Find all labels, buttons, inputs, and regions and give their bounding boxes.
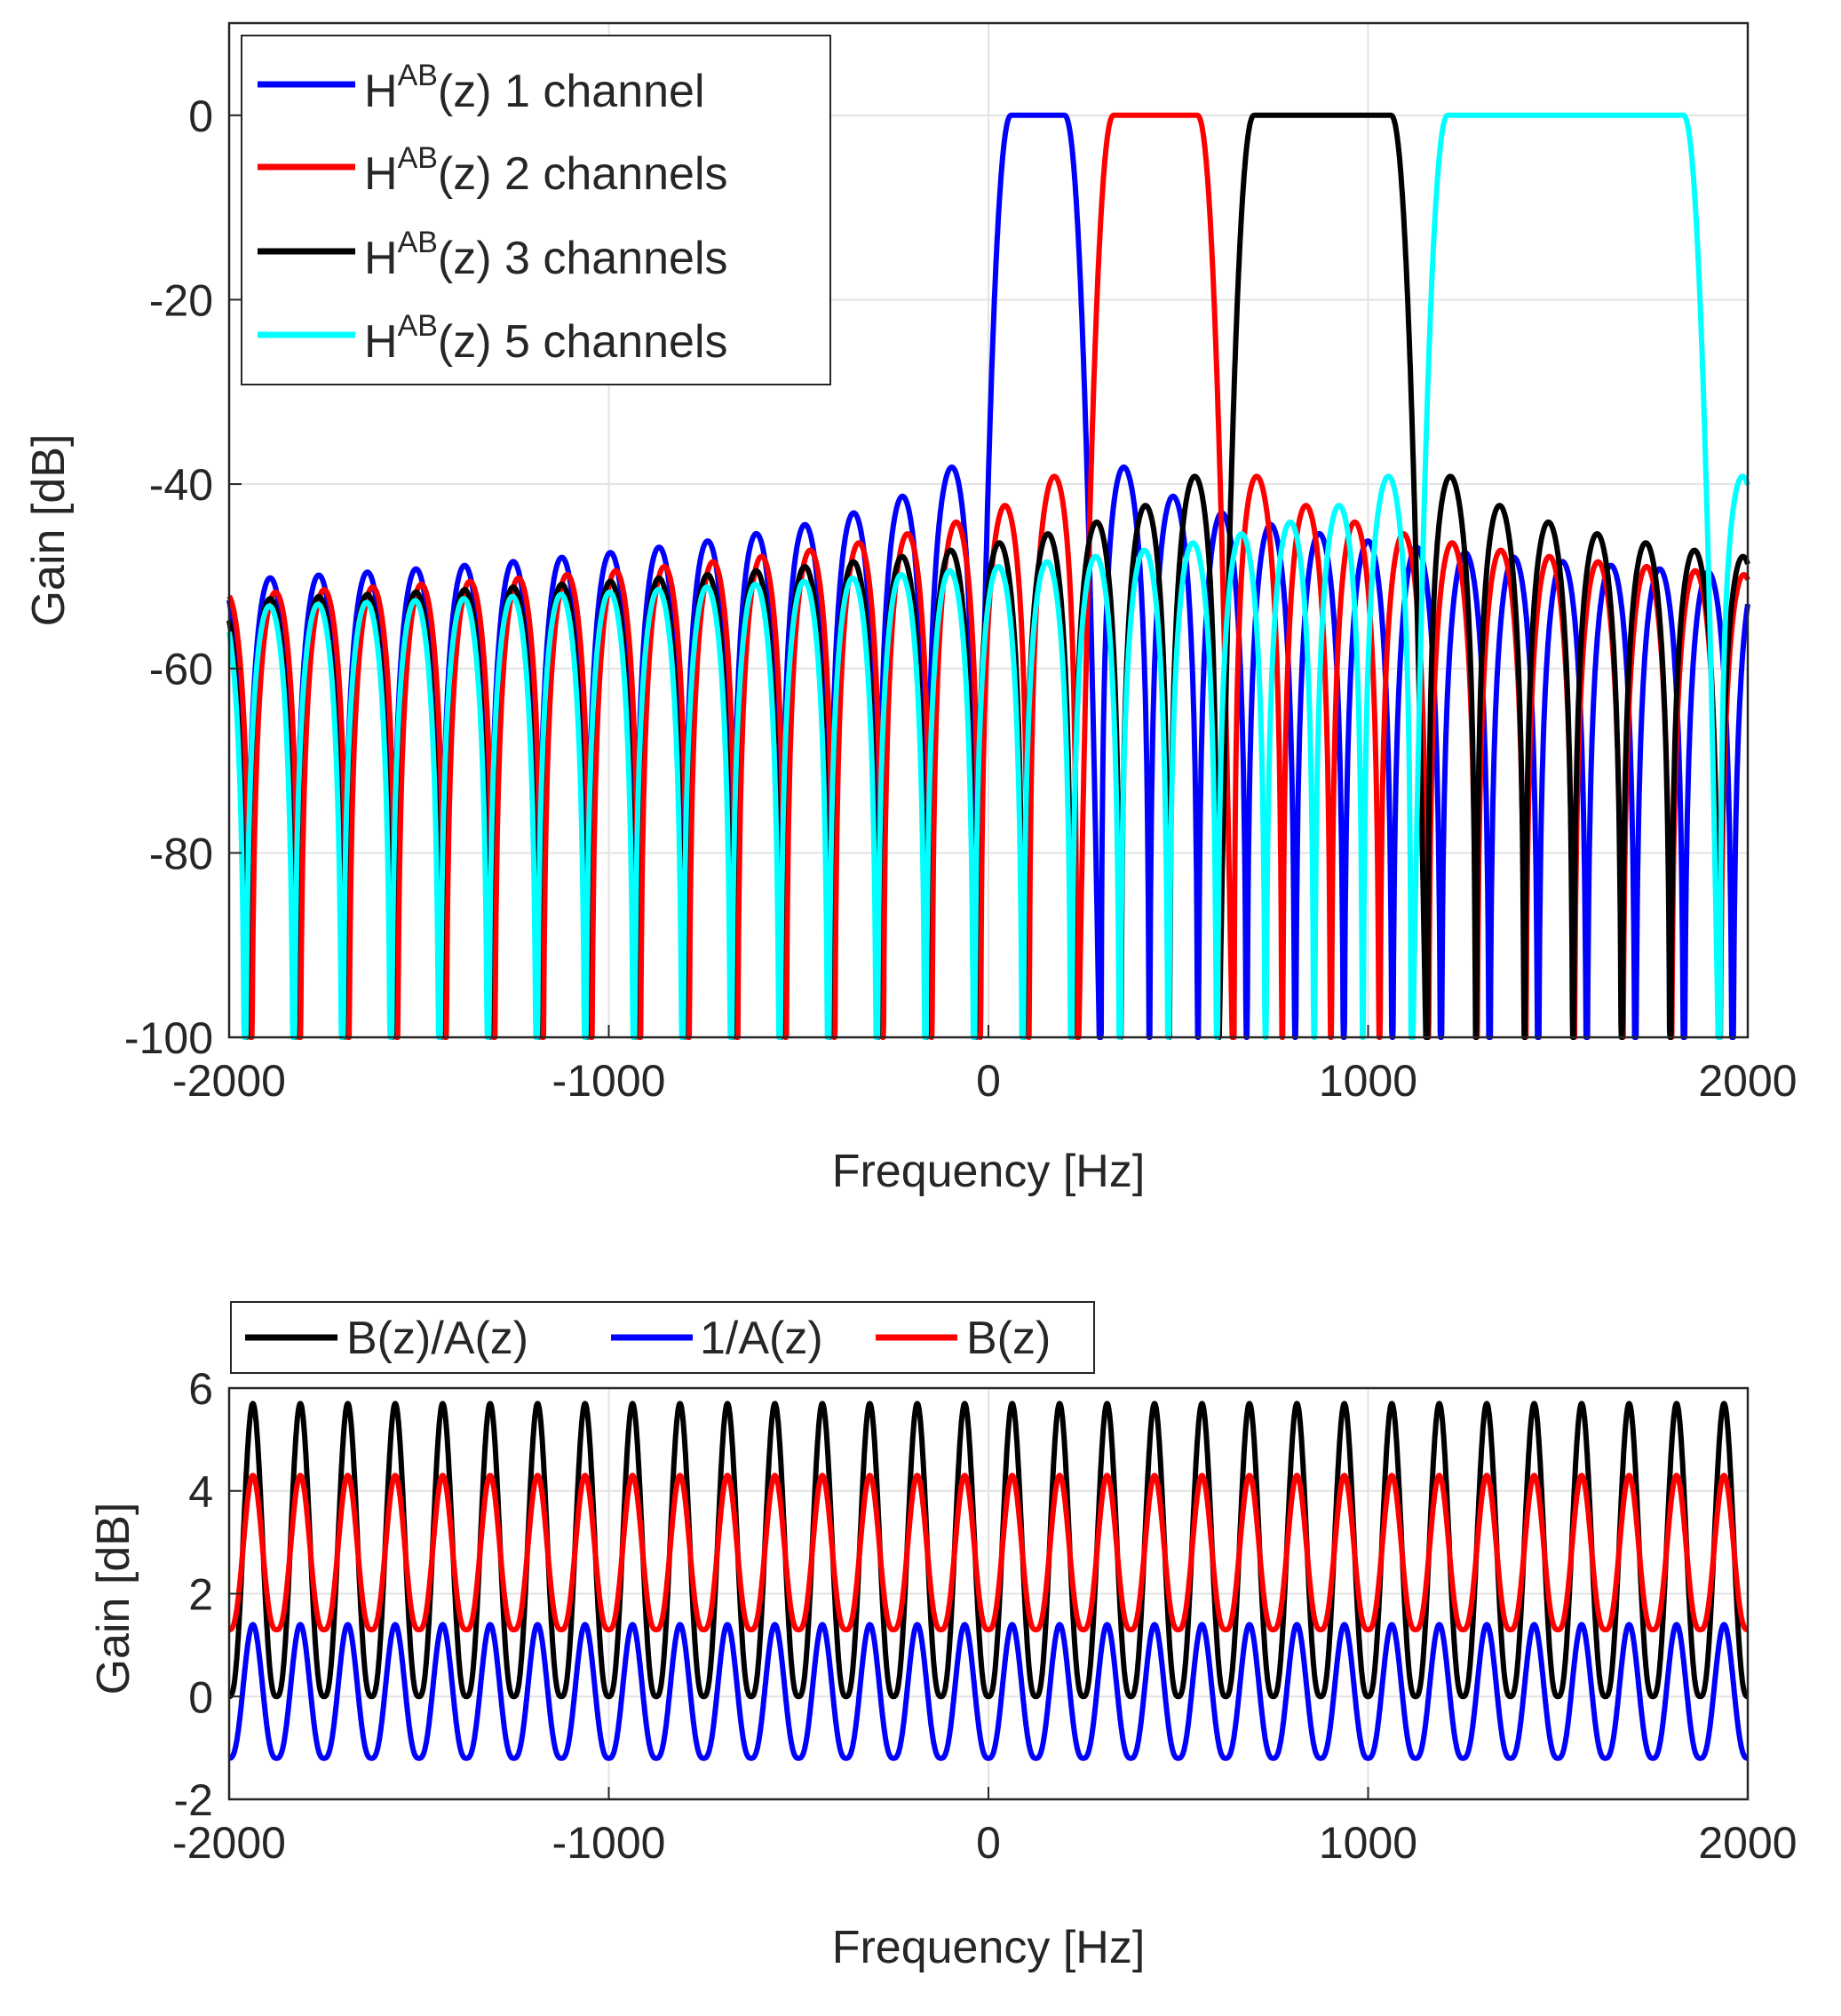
y-tick-label: -60 <box>149 645 213 694</box>
top-chart-x-axis-label: Frequency [Hz] <box>832 1146 1146 1197</box>
x-tick-label: 1000 <box>1319 1056 1417 1106</box>
x-tick-label: -2000 <box>172 1818 286 1868</box>
legend-entry-one-over-az: 1/A(z) <box>700 1313 823 1364</box>
x-tick-label: 0 <box>976 1056 1001 1106</box>
y-tick-label: -2 <box>174 1775 213 1825</box>
bottom-chart-legend: B(z)/A(z) 1/A(z) B(z) <box>230 1301 1095 1374</box>
series-line-4 <box>226 112 1750 1040</box>
bottom-chart-x-axis-label: Frequency [Hz] <box>832 1922 1146 1973</box>
top-chart-series <box>226 112 1750 1040</box>
x-tick-label: 2000 <box>1698 1056 1797 1106</box>
bottom-chart-series <box>226 1401 1750 1761</box>
bottom-chart-x-ticks: -2000 -1000 0 1000 2000 <box>172 1787 1797 1868</box>
chart-allpass-ripple: 6 4 2 0 -2 -2000 -1000 0 1000 2000 Frequency [Hz… <box>88 1301 1797 1973</box>
top-chart-x-ticks: -2000 -1000 0 1000 2000 <box>172 1025 1797 1106</box>
legend-entry-3-channels: HAB(z) 3 channels <box>364 226 728 284</box>
bottom-chart-y-ticks: 6 4 2 0 -2 <box>174 1364 242 1825</box>
x-tick-label: 1000 <box>1319 1818 1417 1868</box>
legend-entry-bz-over-az: B(z)/A(z) <box>346 1313 528 1364</box>
x-tick-label: -1000 <box>552 1056 666 1106</box>
y-tick-label: -20 <box>149 275 213 325</box>
y-tick-label: 2 <box>188 1570 213 1620</box>
top-chart-y-ticks: 0 -20 -40 -60 -80 -100 <box>124 91 242 1063</box>
y-tick-label: -80 <box>149 829 213 878</box>
ripple-line-2 <box>226 1622 1750 1761</box>
y-tick-label: 0 <box>188 1672 213 1722</box>
legend-entry-bz: B(z) <box>966 1313 1051 1364</box>
y-tick-label: 0 <box>188 91 213 141</box>
top-chart-y-axis-label: Gain [dB] <box>23 434 75 627</box>
chart-filter-bank-response: 0 -20 -40 -60 -80 -100 -2000 -1000 0 1000 2000 Fr… <box>23 21 1797 1197</box>
legend-entry-1-channel: HAB(z) 1 channel <box>364 59 705 117</box>
x-tick-label: -1000 <box>552 1818 666 1868</box>
legend-entry-5-channels: HAB(z) 5 channels <box>364 309 728 368</box>
ripple-line-3 <box>226 1472 1750 1632</box>
y-tick-label: -40 <box>149 460 213 510</box>
bottom-chart-y-axis-label: Gain [dB] <box>88 1503 139 1695</box>
x-tick-label: 0 <box>976 1818 1001 1868</box>
legend-entry-2-channels: HAB(z) 2 channels <box>364 141 728 200</box>
y-tick-label: 6 <box>188 1364 213 1414</box>
x-tick-label: -2000 <box>172 1056 286 1106</box>
top-chart-legend: HAB(z) 1 channel HAB(z) 2 channels HAB(z… <box>241 35 831 385</box>
y-tick-label: 4 <box>188 1467 213 1517</box>
y-tick-label: -100 <box>124 1013 213 1063</box>
x-tick-label: 2000 <box>1698 1818 1797 1868</box>
